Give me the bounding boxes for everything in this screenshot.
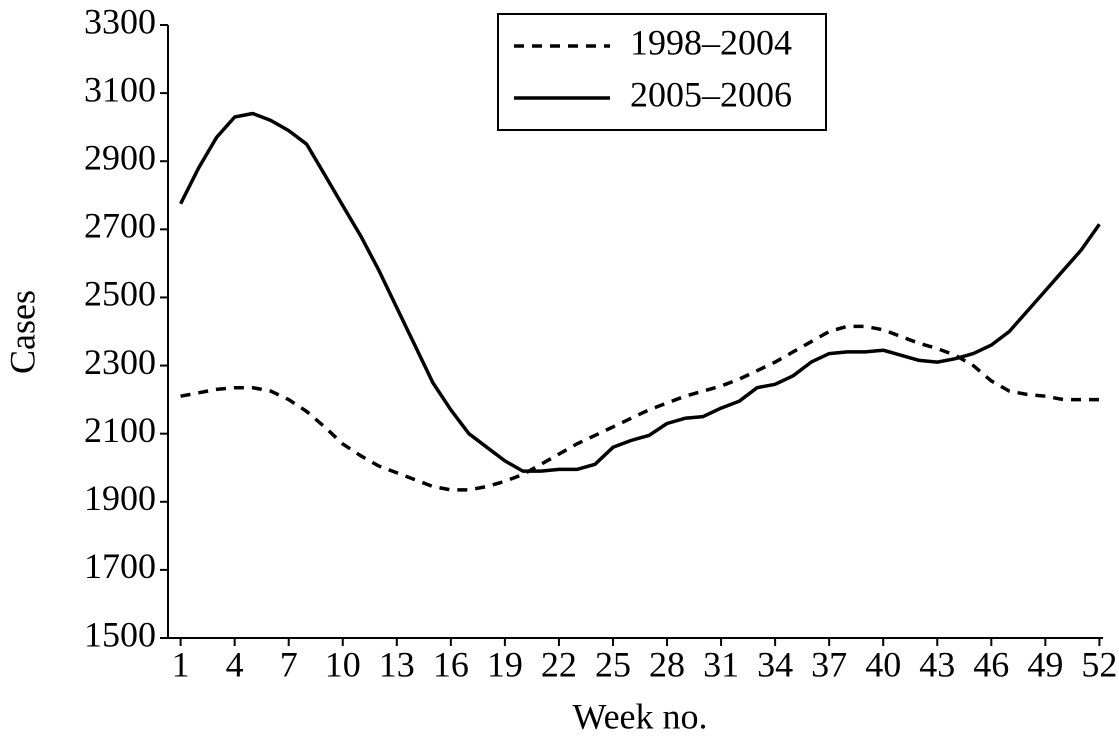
x-axis-title: Week no. (572, 696, 707, 736)
x-tick-label: 19 (487, 644, 523, 684)
y-tick-label: 1500 (84, 614, 156, 654)
x-tick-label: 13 (379, 644, 415, 684)
x-tick-label: 16 (433, 644, 469, 684)
y-tick-label: 2300 (84, 342, 156, 382)
y-tick-label: 1900 (84, 478, 156, 518)
x-tick-label: 28 (649, 644, 685, 684)
x-tick-label: 22 (541, 644, 577, 684)
y-tick-label: 2700 (84, 206, 156, 246)
x-tick-label: 37 (811, 644, 847, 684)
x-tick-label: 31 (703, 644, 739, 684)
y-tick-label: 2500 (84, 274, 156, 314)
x-tick-label: 46 (973, 644, 1009, 684)
x-tick-label: 49 (1027, 644, 1063, 684)
y-tick-label: 2900 (84, 137, 156, 177)
legend-box (497, 13, 827, 131)
y-tick-label: 3100 (84, 69, 156, 109)
x-tick-label: 7 (280, 644, 298, 684)
series-line (179, 111, 1101, 473)
y-tick-label: 3300 (84, 1, 156, 41)
legend-label: 1998–2004 (630, 22, 792, 62)
x-tick-label: 10 (325, 644, 361, 684)
x-tick-label: 1 (172, 644, 190, 684)
x-tick-label: 25 (595, 644, 631, 684)
x-tick-label: 52 (1081, 644, 1117, 684)
legend-label: 2005–2006 (630, 74, 792, 114)
y-axis-title: Cases (2, 290, 42, 374)
x-tick-label: 4 (226, 644, 244, 684)
y-tick-label: 2100 (84, 410, 156, 450)
series-line (180, 324, 1100, 492)
x-tick-label: 43 (919, 644, 955, 684)
x-tick-label: 40 (865, 644, 901, 684)
x-tick-label: 34 (757, 644, 793, 684)
y-tick-label: 1700 (84, 546, 156, 586)
